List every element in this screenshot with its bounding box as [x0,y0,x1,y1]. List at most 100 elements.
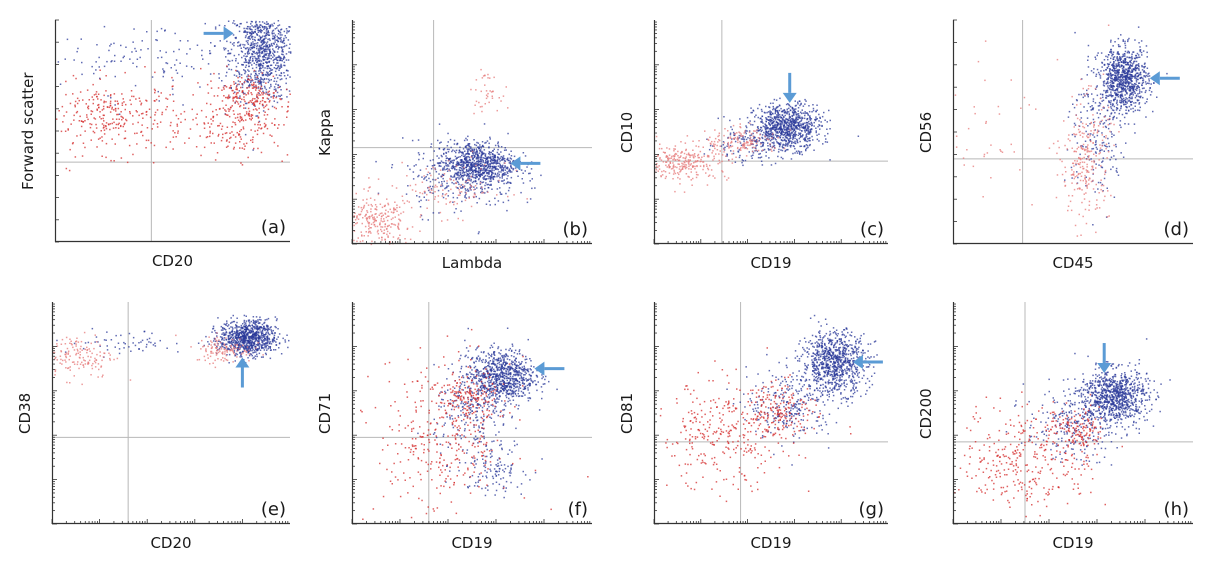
data-point [810,118,813,120]
data-point [745,126,748,129]
data-point [780,107,782,110]
data-point [750,142,752,145]
data-point [96,44,98,46]
data-point [363,206,365,208]
data-point [373,220,376,223]
data-point [478,160,480,162]
data-point [496,174,498,176]
data-point [479,149,482,151]
data-point [1127,71,1129,74]
data-point [732,150,735,152]
data-point [402,199,404,202]
data-point [722,144,725,146]
data-point [515,169,518,172]
data-point [498,153,501,156]
data-point [365,217,368,219]
data-point [463,167,465,170]
data-point [280,98,282,101]
data-point [177,130,179,132]
data-point [80,38,82,40]
data-point [501,174,504,176]
data-point [785,135,787,137]
data-point [467,170,469,172]
data-point [478,146,480,148]
data-point [496,194,498,196]
data-point [262,59,265,61]
data-point [267,58,269,60]
data-point [788,113,790,115]
data-point [420,214,423,217]
data-point [484,192,486,194]
data-point [243,82,245,84]
data-point [427,219,429,221]
data-point [447,185,450,187]
data-point [120,115,122,118]
data-point [445,157,448,160]
data-point [62,121,64,123]
data-point [265,82,267,84]
data-point [442,177,444,180]
data-point [449,178,452,181]
data-point [109,102,112,104]
data-point [769,124,771,127]
data-point [1143,63,1146,65]
data-point [354,219,357,221]
data-point [449,138,452,141]
data-point [111,60,113,62]
data-point [118,122,120,125]
data-point [460,151,462,153]
data-point [244,69,246,72]
data-point [471,164,474,167]
data-point [476,153,479,156]
data-point [768,116,770,118]
data-point [798,100,801,102]
data-point [669,162,672,164]
data-point [238,72,241,75]
data-point [502,95,505,97]
data-point [185,65,188,67]
data-point [189,128,192,130]
data-point [266,127,269,130]
data-point [475,167,477,170]
data-point [240,47,242,49]
data-point [386,230,389,233]
data-point [268,27,271,29]
data-point [1138,68,1140,70]
data-point [64,130,67,132]
data-point [798,132,800,134]
data-point [698,156,700,159]
data-point [796,127,798,129]
data-point [499,166,501,168]
annotation-arrow [510,156,541,171]
data-point [467,150,469,153]
data-point [165,146,167,149]
data-point [364,225,367,228]
data-point [487,73,489,76]
data-point [283,75,286,77]
data-point [269,26,271,28]
data-point [402,211,405,213]
data-point [1113,105,1116,108]
data-point [260,52,263,55]
data-point [268,78,270,81]
data-point [764,138,766,141]
data-point [264,101,267,103]
data-point [455,177,458,179]
data-point [424,190,426,193]
data-point [489,156,492,158]
data-point [253,82,255,84]
data-point [144,66,146,68]
data-point [772,128,775,130]
data-point [436,186,438,188]
data-point [247,37,249,39]
data-point [279,31,281,33]
data-point [1145,89,1147,92]
data-point [272,50,275,52]
data-point [769,113,771,116]
data-point [406,175,408,177]
data-point [287,110,289,112]
data-point [121,93,123,95]
data-point [255,70,257,72]
data-point [459,146,461,149]
data-point [147,48,149,50]
